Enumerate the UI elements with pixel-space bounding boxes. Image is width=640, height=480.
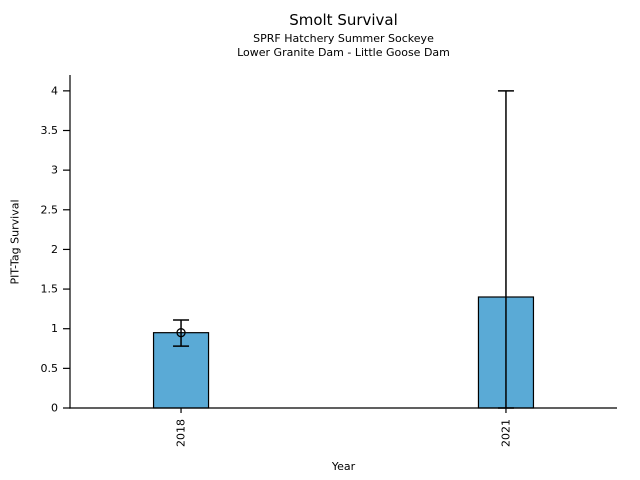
x-axis-label: Year (331, 460, 356, 473)
x-tick-label: 2018 (175, 419, 188, 447)
y-tick-label: 0 (51, 402, 58, 415)
y-tick-label: 1.5 (41, 283, 59, 296)
chart-subtitle-line2: Lower Granite Dam - Little Goose Dam (237, 46, 450, 59)
chart-title: Smolt Survival (289, 11, 398, 29)
y-tick-label: 4 (51, 84, 58, 97)
y-tick-label: 2 (51, 243, 58, 256)
y-tick-label: 3.5 (41, 124, 59, 137)
x-tick-label: 2021 (499, 419, 512, 447)
y-tick-label: 3 (51, 164, 58, 177)
chart-subtitle-line1: SPRF Hatchery Summer Sockeye (253, 32, 434, 45)
y-tick-label: 1 (51, 322, 58, 335)
y-tick-label: 2.5 (41, 203, 59, 216)
y-tick-label: 0.5 (41, 362, 59, 375)
point-marker-2018 (176, 328, 186, 338)
